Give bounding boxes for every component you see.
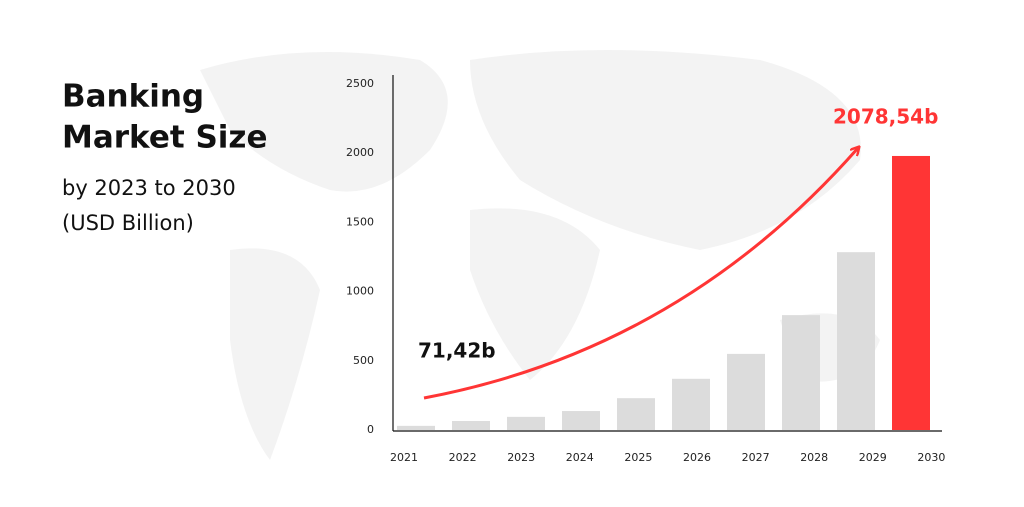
y-tick-label: 2000: [346, 146, 374, 159]
bar: [727, 353, 765, 430]
bar: [782, 315, 820, 430]
title-line: Banking: [62, 79, 204, 115]
bar: [397, 425, 435, 430]
annotation: 71,42b: [418, 339, 496, 363]
subtitle-line: (USD Billion): [62, 211, 194, 235]
growth-arrow: [423, 148, 858, 400]
bar: [507, 416, 545, 430]
subtitle-line: by 2023 to 2030: [62, 176, 236, 200]
x-tick-label: 2026: [683, 451, 711, 464]
x-tick-label: 2021: [390, 451, 418, 464]
world-map-background: [200, 50, 880, 460]
bar: [892, 155, 930, 430]
x-tick-label: 2029: [859, 451, 887, 464]
x-tick-label: 2023: [507, 451, 535, 464]
x-tick-label: 2022: [449, 451, 477, 464]
x-tick-label: 2027: [742, 451, 770, 464]
bar: [617, 398, 655, 430]
y-tick-label: 500: [353, 354, 374, 367]
bar: [452, 421, 490, 430]
y-tick-label: 1000: [346, 285, 374, 298]
x-tick-label: 2025: [624, 451, 652, 464]
y-tick-label: 1500: [346, 215, 374, 228]
title-line: Market Size: [62, 120, 268, 156]
x-tick-label: 2028: [800, 451, 828, 464]
y-tick-label: 0: [367, 423, 374, 436]
bar: [672, 378, 710, 430]
bar: [837, 252, 875, 430]
x-tick-label: 2030: [917, 451, 945, 464]
y-tick-label: 2500: [346, 77, 374, 90]
x-tick-label: 2024: [566, 451, 594, 464]
bar: [562, 411, 600, 430]
annotation: 2078,54b: [833, 105, 938, 129]
